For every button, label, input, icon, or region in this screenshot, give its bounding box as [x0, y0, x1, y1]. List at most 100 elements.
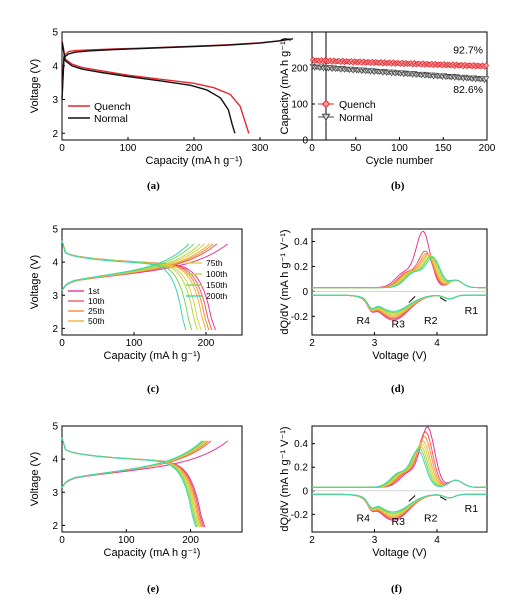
y-tick-label: -0.2 [291, 312, 309, 323]
series-50th-discharge [61, 240, 207, 331]
y-tick-label: 2 [52, 129, 58, 140]
series-normal-charge [61, 38, 294, 100]
arrow-r1 [439, 496, 447, 501]
legend-label: 10th [88, 296, 105, 306]
y-tick-label: -0.2 [291, 510, 309, 521]
y-axis-label: Voltage (V) [29, 452, 41, 506]
legend-label: 50th [88, 316, 105, 326]
peak-label-r3: R3 [392, 516, 406, 528]
series-quench-discharge [61, 40, 250, 134]
y-tick-label: 4 [52, 455, 58, 466]
y-tick-label: 3 [52, 488, 58, 499]
legend-label: 25th [88, 306, 105, 316]
series-50th-oxidation [312, 440, 487, 488]
caption-c: (c) [147, 383, 160, 395]
y-tick-label: 4 [52, 61, 58, 72]
x-tick-label: 300 [252, 143, 269, 154]
y-tick-label: 3 [52, 291, 58, 302]
x-axis-label: Voltage (V) [372, 350, 426, 362]
legend-label: Quench [339, 99, 376, 111]
peak-label-r1: R1 [465, 503, 479, 515]
y-tick-label: 4 [52, 258, 58, 269]
legend-marker [321, 99, 331, 109]
y-tick-label: 2 [52, 324, 58, 335]
y-tick-label: 0 [302, 136, 308, 147]
x-tick-label: 200 [479, 143, 496, 154]
y-tick-label: 0 [302, 287, 308, 298]
y-tick-label: 5 [52, 225, 58, 236]
caption-b: (b) [391, 180, 405, 192]
y-tick-label: 3 [52, 95, 58, 106]
x-tick-label: 200 [186, 143, 203, 154]
x-tick-label: 3 [372, 535, 378, 546]
series-10th-discharge [61, 437, 204, 528]
series-200th-reduction [312, 493, 487, 513]
legend-label: 100th [206, 269, 228, 279]
y-tick-label: 2 [52, 521, 58, 532]
series-25th-charge [61, 243, 214, 291]
legend-label: Normal [94, 113, 128, 125]
x-axis-label: Voltage (V) [372, 547, 426, 559]
y-axis-label: Voltage (V) [29, 255, 41, 309]
y-tick-label: 0 [302, 486, 308, 497]
y-tick-label: 5 [52, 28, 58, 39]
x-tick-label: 50 [350, 143, 362, 154]
series-normal-discharge [61, 41, 236, 134]
plot-frame-4 [61, 425, 243, 533]
x-tick-label: 100 [120, 143, 137, 154]
x-tick-label: 3 [372, 338, 378, 349]
series-50th-discharge [61, 437, 202, 528]
series-200th-charge [61, 440, 203, 488]
x-tick-label: 100 [118, 535, 135, 546]
x-tick-label: 2 [309, 338, 315, 349]
peak-label-r3: R3 [392, 319, 406, 331]
peak-label-r2: R2 [424, 315, 438, 327]
series-200th-reduction [312, 294, 487, 312]
x-tick-label: 100 [391, 143, 408, 154]
legend-label: 75th [206, 258, 223, 268]
series-150th-oxidation [312, 255, 487, 289]
caption-f: (f) [391, 583, 402, 595]
x-tick-label: 200 [182, 535, 199, 546]
x-tick-label: 150 [435, 143, 452, 154]
y-tick-label: 5 [52, 422, 58, 433]
data-point [483, 62, 490, 69]
peak-label-r2: R2 [424, 512, 438, 524]
annotation: 82.6% [453, 84, 483, 96]
y-axis-label: dQ/dV (mA h g⁻¹ V⁻¹) [279, 229, 291, 334]
x-tick-label: 4 [434, 338, 440, 349]
y-tick-label: 0.4 [294, 237, 308, 248]
y-tick-label: 100 [291, 100, 308, 111]
series-200th-oxidation [312, 256, 487, 289]
series-10th-charge [61, 243, 218, 291]
plot-frame-5 [311, 425, 488, 533]
x-tick-label: 2 [309, 535, 315, 546]
x-tick-label: 4 [434, 535, 440, 546]
x-tick-label: 0 [309, 143, 315, 154]
caption-a: (a) [147, 180, 160, 192]
series-100th-oxidation [312, 445, 487, 488]
peak-label-r4: R4 [357, 512, 371, 524]
x-tick-label: 0 [59, 535, 65, 546]
series-150th-discharge [61, 240, 193, 331]
data-point [482, 76, 490, 82]
y-tick-label: 0.2 [294, 262, 308, 273]
y-tick-label: 0.4 [294, 439, 308, 450]
series-100th-discharge [61, 437, 199, 528]
plot-frame-3 [311, 228, 488, 336]
legend-label: 1st [88, 286, 100, 296]
y-axis-label: dQ/dV (mA h g⁻¹ V⁻¹) [279, 426, 291, 531]
legend-label: 150th [206, 280, 228, 290]
series-75th-discharge [61, 437, 201, 528]
legend-marker [321, 113, 331, 122]
series-200th-charge [61, 243, 190, 291]
peak-label-r4: R4 [357, 315, 371, 327]
x-tick-label: 0 [59, 338, 65, 349]
x-axis-label: Capacity (mA h g⁻¹) [146, 155, 243, 167]
x-tick-label: 0 [59, 143, 65, 154]
legend-label: Normal [339, 112, 373, 124]
x-tick-label: 100 [126, 338, 143, 349]
legend-label: 200th [206, 291, 228, 301]
arrow-r2 [408, 295, 416, 303]
legend-label: Quench [94, 101, 131, 113]
